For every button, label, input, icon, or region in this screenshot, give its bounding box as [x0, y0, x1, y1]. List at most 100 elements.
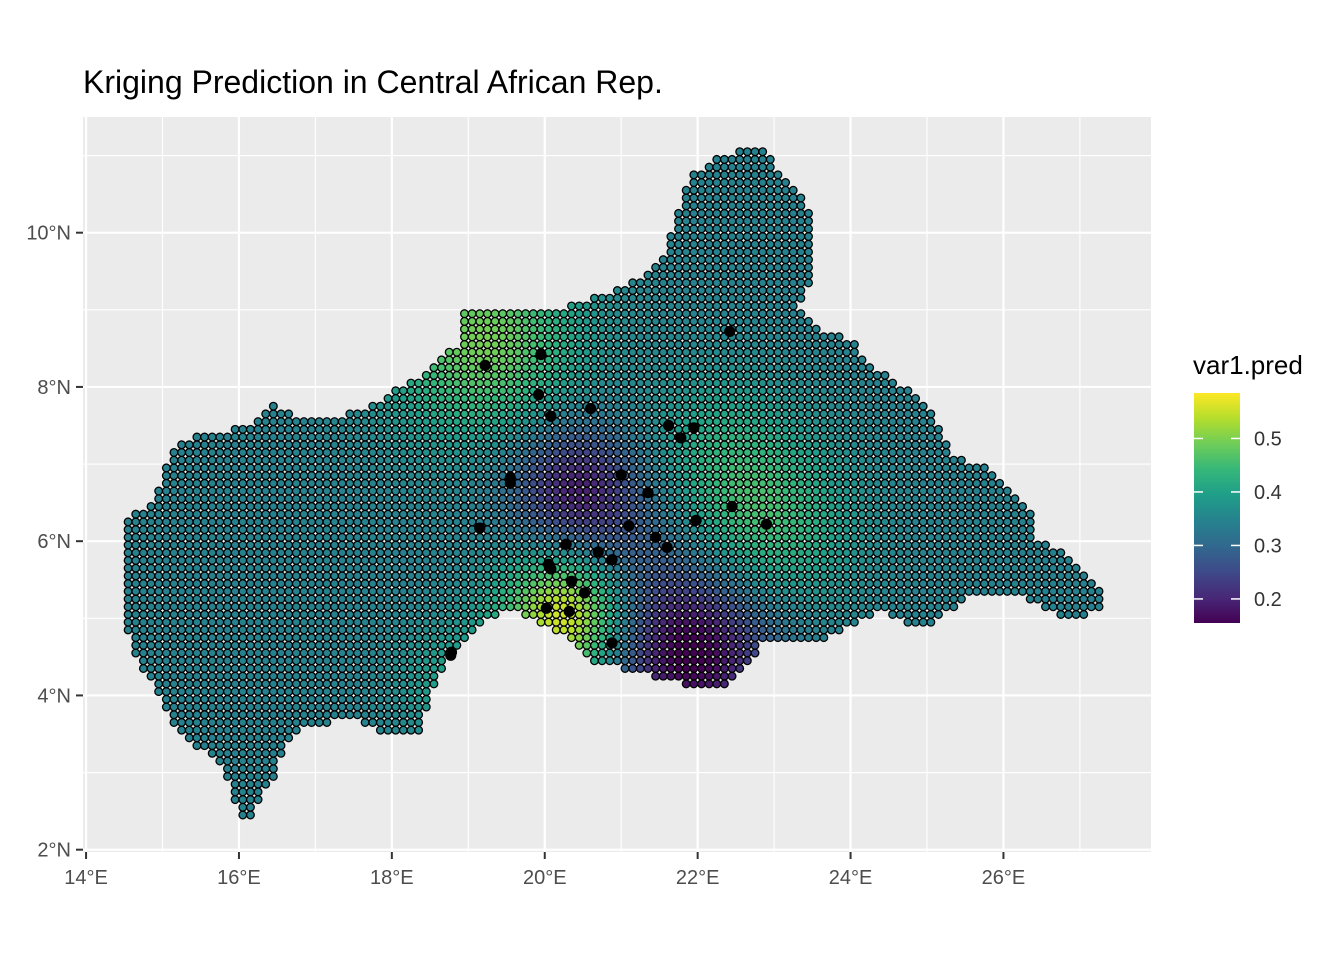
- prediction-cell: [788, 363, 798, 373]
- prediction-cell: [658, 293, 668, 303]
- prediction-cell: [826, 563, 836, 573]
- prediction-cell: [414, 640, 424, 650]
- prediction-cell: [146, 625, 156, 635]
- prediction-cell: [421, 555, 431, 565]
- prediction-cell: [620, 424, 630, 434]
- prediction-cell: [1002, 494, 1012, 504]
- prediction-cell: [819, 540, 829, 550]
- prediction-cell: [1071, 602, 1081, 612]
- prediction-cell: [826, 625, 836, 635]
- prediction-cell: [735, 517, 745, 527]
- prediction-cell: [597, 586, 607, 596]
- prediction-cell: [635, 648, 645, 658]
- prediction-cell: [184, 656, 194, 666]
- prediction-cell: [903, 409, 913, 419]
- prediction-cell: [460, 401, 469, 411]
- prediction-cell: [582, 532, 592, 542]
- prediction-cell: [758, 201, 768, 211]
- prediction-cell: [460, 370, 469, 380]
- prediction-cell: [842, 594, 852, 604]
- prediction-cell: [284, 509, 294, 519]
- prediction-cell: [574, 478, 584, 488]
- prediction-cell: [184, 617, 194, 627]
- prediction-cell: [253, 548, 263, 558]
- prediction-cell: [383, 432, 393, 442]
- prediction-cell: [949, 571, 959, 581]
- prediction-cell: [941, 486, 951, 496]
- prediction-cell: [337, 548, 347, 558]
- prediction-cell: [727, 378, 737, 388]
- prediction-cell: [322, 471, 332, 481]
- prediction-cell: [437, 486, 447, 496]
- prediction-cell: [865, 394, 875, 404]
- prediction-cell: [888, 386, 898, 396]
- prediction-cell: [651, 617, 661, 627]
- prediction-cell: [123, 586, 133, 596]
- prediction-cell: [207, 486, 217, 496]
- prediction-cell: [674, 540, 684, 550]
- prediction-cell: [406, 394, 416, 404]
- prediction-cell: [551, 478, 561, 488]
- prediction-cell: [337, 594, 347, 604]
- prediction-cell: [773, 440, 783, 450]
- prediction-cell: [666, 478, 676, 488]
- prediction-cell: [513, 355, 523, 365]
- prediction-cell: [574, 501, 584, 511]
- prediction-cell: [368, 563, 378, 573]
- prediction-cell: [689, 609, 699, 619]
- prediction-cell: [383, 633, 393, 643]
- prediction-cell: [421, 602, 431, 612]
- prediction-cell: [666, 432, 676, 442]
- prediction-cell: [964, 501, 974, 511]
- prediction-cell: [628, 286, 638, 296]
- prediction-cell: [574, 548, 584, 558]
- prediction-cell: [291, 694, 301, 704]
- prediction-cell: [330, 447, 339, 458]
- prediction-cell: [781, 301, 791, 311]
- prediction-cell: [712, 386, 722, 396]
- prediction-cell: [888, 478, 898, 488]
- prediction-cell: [597, 455, 607, 465]
- prediction-cell: [987, 509, 997, 519]
- prediction-cell: [781, 224, 791, 234]
- prediction-cell: [375, 455, 385, 465]
- prediction-cell: [284, 725, 294, 735]
- prediction-cell: [307, 563, 317, 573]
- prediction-cell: [505, 386, 515, 396]
- prediction-cell: [765, 401, 775, 411]
- prediction-cell: [620, 494, 630, 504]
- prediction-cell: [352, 694, 362, 704]
- prediction-cell: [620, 309, 630, 319]
- prediction-cell: [597, 301, 607, 311]
- prediction-cell: [719, 440, 729, 450]
- prediction-cell: [643, 471, 653, 481]
- prediction-cell: [475, 532, 485, 542]
- prediction-cell: [391, 409, 401, 419]
- prediction-cell: [429, 394, 439, 404]
- prediction-cell: [498, 586, 508, 596]
- prediction-cell: [544, 501, 554, 511]
- prediction-cell: [360, 648, 370, 658]
- prediction-cell: [551, 370, 561, 380]
- prediction-cell: [742, 548, 752, 558]
- prediction-cell: [544, 463, 554, 473]
- prediction-cell: [383, 548, 393, 558]
- prediction-cell: [735, 509, 745, 519]
- prediction-cell: [765, 278, 775, 288]
- prediction-cell: [750, 478, 760, 488]
- prediction-cell: [437, 602, 447, 612]
- prediction-cell: [146, 525, 156, 535]
- prediction-cell: [742, 355, 752, 365]
- prediction-cell: [704, 679, 714, 689]
- prediction-cell: [261, 455, 271, 465]
- prediction-cell: [689, 586, 699, 596]
- prediction-cell: [666, 355, 676, 365]
- prediction-cell: [742, 424, 752, 434]
- prediction-cell: [406, 478, 416, 488]
- prediction-cell: [567, 617, 576, 627]
- prediction-cell: [291, 687, 301, 697]
- prediction-cell: [872, 494, 882, 504]
- prediction-cell: [245, 586, 255, 596]
- prediction-cell: [268, 563, 278, 573]
- prediction-cell: [398, 409, 408, 419]
